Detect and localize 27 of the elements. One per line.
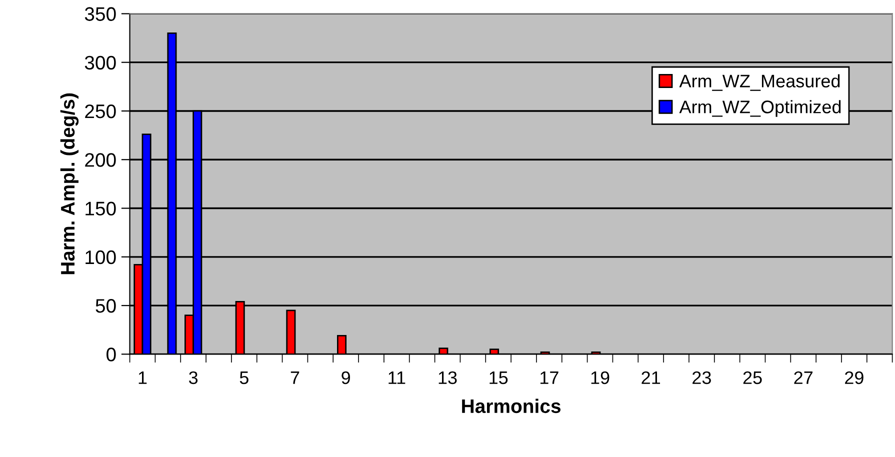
x-tick-label: 3 [188,371,198,384]
y-axis-title: Harm. Ampl. (deg/s) [60,93,79,274]
x-tick-label: 25 [743,371,762,384]
x-tick-label: 21 [642,371,660,384]
x-tick-label: 5 [240,372,248,384]
legend-label: Arm_WZ_Measured [679,74,840,91]
x-tick-label: 7 [290,372,300,384]
x-tick-label: 9 [342,371,350,384]
x-tick-label: 17 [540,372,558,384]
x-tick-label: 15 [490,372,508,384]
x-axis-title: Harmonics [462,398,560,414]
y-tick-label: 300 [84,56,116,70]
legend-label: Arm_WZ_Optimized [679,100,841,117]
x-tick-label: 27 [794,371,812,384]
x-tick-label: 1 [138,372,147,384]
y-tick-label: 100 [86,250,116,264]
x-tick-label: 29 [845,371,864,384]
x-tick-label: 19 [591,371,610,384]
y-tick-label: 150 [86,202,116,216]
x-tick-label: 23 [692,371,711,384]
y-tick-label: 0 [106,348,116,362]
y-tick-label: 200 [85,153,116,167]
y-tick-label: 50 [96,299,116,313]
y-tick-label: 350 [84,7,116,21]
y-tick-label: 250 [85,104,116,118]
x-tick-label: 13 [438,371,457,384]
x-tick-label: 11 [388,372,406,384]
